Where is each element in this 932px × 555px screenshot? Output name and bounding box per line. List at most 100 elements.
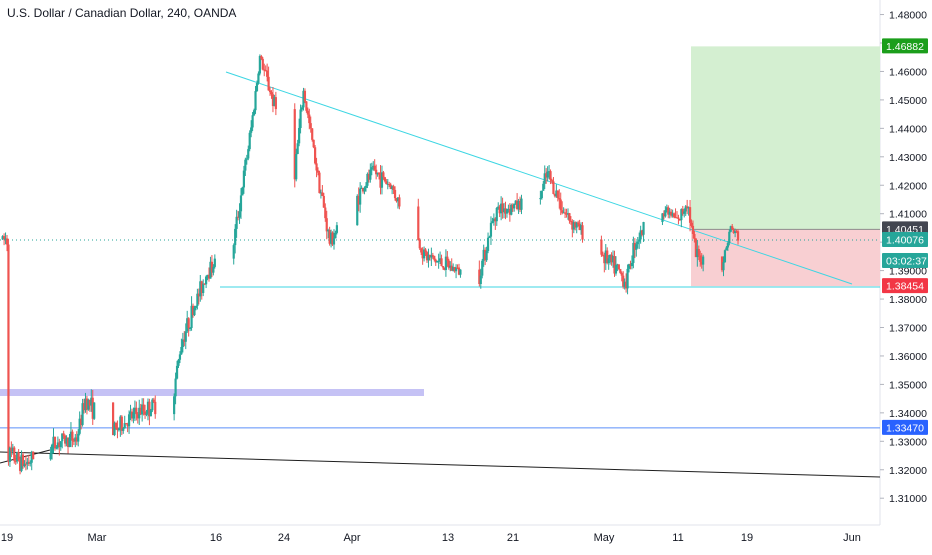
candle-body-218 xyxy=(440,258,443,267)
candle-body-20 xyxy=(30,451,33,463)
candle-body-293 xyxy=(601,254,604,256)
candle-body-325 xyxy=(665,207,668,211)
candle-body-18 xyxy=(27,461,30,464)
candle-body-95 xyxy=(190,305,193,328)
candle-body-283 xyxy=(569,220,572,222)
candle-body-257 xyxy=(514,200,517,204)
candle-body-241 xyxy=(491,221,494,223)
candle-body-279 xyxy=(563,212,567,214)
candle-body-220 xyxy=(443,267,446,271)
x-tick-label-8: 11 xyxy=(672,532,683,544)
candle-body-247 xyxy=(500,203,503,214)
candle-body-285 xyxy=(572,222,575,230)
y-tick-label-15: 1.33000 xyxy=(889,436,927,448)
candle-body-212 xyxy=(431,255,434,257)
candle-body-108 xyxy=(209,261,212,279)
candle-body-315 xyxy=(633,242,636,250)
y-tick-label-9: 1.39000 xyxy=(889,266,927,278)
candle-body-259 xyxy=(517,201,520,210)
candle-body-236 xyxy=(484,249,487,261)
y-tick-label-4: 1.44000 xyxy=(889,123,927,135)
candle-body-244 xyxy=(495,208,498,222)
candle-body-205 xyxy=(421,252,424,259)
axes-layer: 1.480001.470001.460001.450001.440001.430… xyxy=(1,10,928,544)
candle-body-111 xyxy=(213,258,216,267)
candle-body-87 xyxy=(178,354,182,360)
candle-body-94 xyxy=(189,327,192,329)
candle-body-223 xyxy=(447,260,450,268)
candle-body-277 xyxy=(561,210,564,213)
candle-body-298 xyxy=(609,254,612,259)
candle-body-356 xyxy=(728,231,731,244)
candle-body-162 xyxy=(322,195,325,208)
candle-body-270 xyxy=(550,180,554,182)
candle-body-136 xyxy=(267,76,270,91)
candle-body-230 xyxy=(457,267,461,275)
candle-body-160 xyxy=(319,192,323,194)
candle-body-115 xyxy=(236,216,240,218)
candle-body-90 xyxy=(183,339,186,342)
candle-body-33 xyxy=(65,437,68,444)
candle-body-148 xyxy=(302,90,305,108)
candle-body-77 xyxy=(146,401,150,414)
candle-body-65 xyxy=(129,411,132,415)
candle-body-36 xyxy=(69,431,73,438)
candle-body-113 xyxy=(234,228,237,246)
candle-body-297 xyxy=(607,258,610,264)
candle-body-347 xyxy=(697,248,700,256)
candle-body-246 xyxy=(498,206,501,214)
candle-body-242 xyxy=(492,218,495,222)
candle-body-120 xyxy=(244,159,247,171)
candle-body-146 xyxy=(299,109,302,128)
candle-body-133 xyxy=(263,69,266,71)
candle-body-44 xyxy=(81,403,84,425)
candle-body-85 xyxy=(175,365,179,379)
candle-body-357 xyxy=(729,226,732,232)
candle-body-1 xyxy=(2,236,6,239)
candle-body-80 xyxy=(151,399,154,411)
candle-body-322 xyxy=(661,213,664,223)
candle-body-126 xyxy=(252,110,256,116)
candle-body-86 xyxy=(177,359,180,366)
candle-body-323 xyxy=(662,213,666,217)
candle-body-150 xyxy=(305,101,308,111)
stop-price-tag xyxy=(882,278,928,294)
candle-body-308 xyxy=(623,281,626,287)
candle-body-142 xyxy=(293,109,296,180)
candle-body-144 xyxy=(296,143,299,155)
candle-body-171 xyxy=(335,225,339,233)
candle-body-57 xyxy=(117,428,121,431)
candle-body-238 xyxy=(486,237,490,251)
y-tick-label-7: 1.41000 xyxy=(889,209,927,221)
profit-zone xyxy=(691,46,880,230)
candle-body-251 xyxy=(505,209,509,214)
y-tick-label-14: 1.34000 xyxy=(889,408,927,420)
candle-body-54 xyxy=(113,422,116,436)
candle-body-99 xyxy=(196,293,199,307)
candle-body-211 xyxy=(430,255,433,258)
candle-body-301 xyxy=(613,256,616,274)
candle-body-194 xyxy=(388,184,391,186)
candle-body-84 xyxy=(174,378,177,397)
candle-body-215 xyxy=(436,261,439,263)
x-tick-label-5: 13 xyxy=(442,532,454,544)
candle-body-318 xyxy=(638,239,641,242)
candle-body-164 xyxy=(325,218,328,232)
candle-body-226 xyxy=(452,267,455,271)
candles-layer xyxy=(1,54,740,475)
candle-body-234 xyxy=(481,260,484,276)
candle-body-321 xyxy=(642,222,645,235)
candle-body-184 xyxy=(373,165,376,170)
candle-body-76 xyxy=(145,413,148,415)
candle-body-245 xyxy=(497,206,500,209)
candle-body-157 xyxy=(315,163,318,171)
candle-body-250 xyxy=(504,208,507,214)
candle-body-191 xyxy=(383,177,386,182)
candle-body-265 xyxy=(543,173,546,184)
candle-body-137 xyxy=(268,90,272,93)
chart-title: U.S. Dollar / Canadian Dollar, 240, OAND… xyxy=(7,6,237,20)
candle-body-48 xyxy=(87,400,90,410)
candle-body-192 xyxy=(385,181,388,185)
